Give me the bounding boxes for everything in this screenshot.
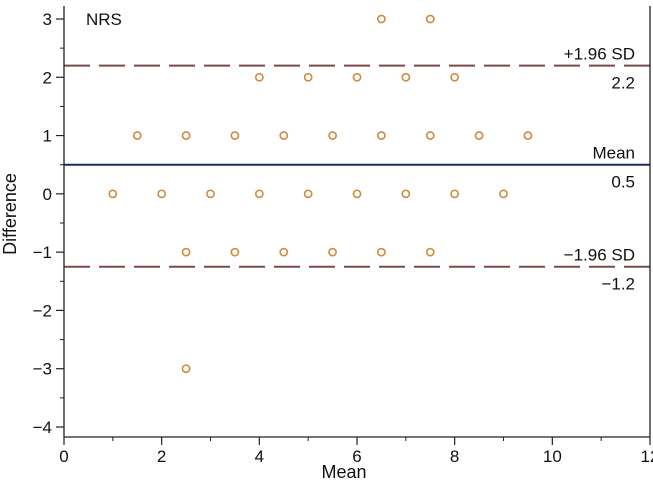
y-tick-label: −2 [33,301,52,320]
data-point [425,131,435,140]
x-tick-label: 12 [641,447,653,466]
reference-line-value: 2.2 [611,74,635,93]
x-axis-title: Mean [321,462,366,482]
x-tick-label: 4 [255,447,264,466]
x-tick-label: 10 [543,447,562,466]
x-tick-label: 8 [450,447,459,466]
y-tick-label: 1 [43,127,52,146]
data-point [377,131,386,140]
data-points [108,14,533,374]
y-axis-title: Difference [0,173,20,255]
data-point [157,189,167,199]
reference-line-value: −1.2 [601,275,635,294]
data-point [279,247,289,257]
data-point [108,189,118,199]
reference-line-label: +1.96 SD [564,45,635,64]
data-point [499,189,508,199]
data-point [181,247,191,257]
data-point [450,72,460,82]
data-point [401,72,411,82]
x-tick-label: 0 [59,447,68,466]
data-point [352,72,362,82]
data-point [303,72,313,82]
data-point [523,131,533,140]
data-point [474,131,484,140]
y-tick-label: −1 [33,243,52,262]
data-point [303,189,313,199]
data-point [181,364,191,374]
data-point [279,131,289,140]
data-point [132,131,142,140]
x-tick-label: 2 [157,447,166,466]
y-tick-label: 0 [43,185,52,204]
reference-line-value: 0.5 [611,173,635,192]
data-point [254,72,264,82]
data-point [450,189,460,199]
data-point [206,189,215,199]
data-point [401,189,411,199]
data-point [328,131,337,140]
data-point [377,247,386,257]
data-point [377,14,386,24]
data-point [425,247,435,257]
data-point [230,131,240,140]
y-tick-label: −3 [33,360,52,379]
y-tick-label: 3 [43,10,52,29]
y-tick-label: 2 [43,68,52,87]
plot-title: NRS [86,10,122,29]
reference-line-label: −1.96 SD [564,246,635,265]
data-point [352,189,362,199]
reference-line-label: Mean [592,144,635,163]
data-point [425,14,435,24]
y-tick-label: −4 [33,418,52,437]
data-point [254,189,264,199]
reference-lines: +1.96 SD 2.2 Mean 0.5 −1.96 SD −1.2 [64,45,650,294]
data-point [181,131,191,140]
data-point [230,247,240,257]
data-point [328,247,337,257]
x-tick-label: 6 [352,447,361,466]
